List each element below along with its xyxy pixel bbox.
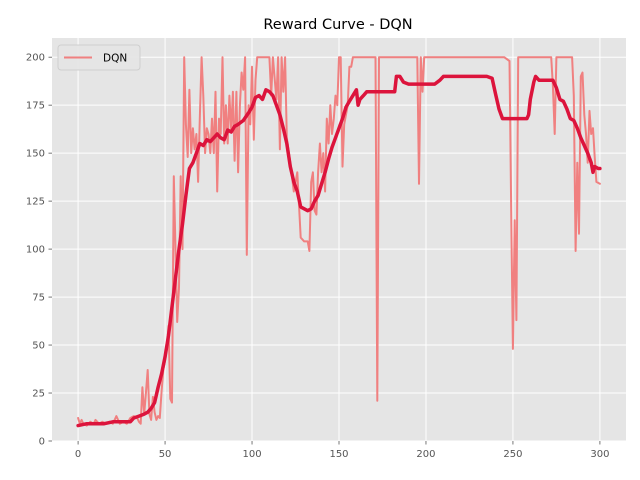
series-layer [76,56,602,428]
y-tick-label: 75 [32,293,45,304]
series-line-dqn-raw [77,56,601,427]
y-tick-label: 125 [26,197,45,208]
y-tick-label: 50 [32,341,45,352]
x-tick-label: 250 [503,449,522,460]
axis-ticks: 0 50 100 150 200 250 300 0 25 50 75 100 125 150 175 200 [26,53,610,460]
legend-box [57,44,141,71]
y-tick-label: 200 [26,53,45,64]
y-tick-label: 25 [32,389,45,400]
legend-label-dqn: DQN [103,53,127,65]
series-line-dqn-smoothed [76,74,602,428]
x-tick-label: 150 [329,449,348,460]
legend: DQN [57,44,141,71]
y-tick-label: 150 [26,149,45,160]
x-tick-label: 0 [75,449,81,460]
chart-title: Reward Curve - DQN [263,17,412,33]
y-tick-label: 175 [26,101,45,112]
x-tick-label: 200 [416,449,435,460]
x-tick-label: 50 [159,449,172,460]
x-tick-label: 300 [590,449,609,460]
x-tick-label: 100 [242,449,261,460]
y-tick-label: 100 [26,245,45,256]
y-tick-label: 0 [39,437,45,448]
